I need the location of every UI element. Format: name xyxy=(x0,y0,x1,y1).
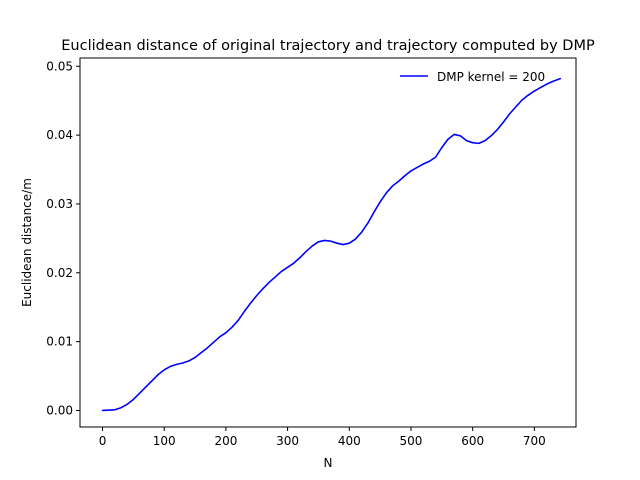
x-tick-label: 700 xyxy=(523,434,546,448)
x-tick-label: 300 xyxy=(276,434,299,448)
x-tick-label: 100 xyxy=(153,434,176,448)
chart-title: Euclidean distance of original trajector… xyxy=(61,38,595,54)
x-tick-label: 400 xyxy=(338,434,361,448)
y-tick-label: 0.02 xyxy=(46,266,73,280)
x-tick-label: 600 xyxy=(461,434,484,448)
x-tick-label: 500 xyxy=(400,434,423,448)
y-tick-label: 0.00 xyxy=(46,403,73,417)
y-tick-label: 0.04 xyxy=(46,128,73,142)
y-tick-label: 0.03 xyxy=(46,197,73,211)
y-axis-ticks: 0.00 0.01 0.02 0.03 0.04 0.05 xyxy=(46,59,80,417)
y-tick-label: 0.05 xyxy=(46,59,73,73)
plot-area: 0 100 200 300 400 500 600 700 0.000.010.020.030… xyxy=(46,57,577,448)
x-axis-label: N xyxy=(324,456,333,470)
series-line-0 xyxy=(101,77,562,412)
legend-label: DMP kernel = 200 xyxy=(437,70,545,84)
y-tick-label: 0.01 xyxy=(46,335,73,349)
x-axis-ticks: 0 100 200 300 400 500 600 700 xyxy=(99,427,546,448)
legend: DMP kernel = 200 xyxy=(400,70,545,84)
x-tick-label: 200 xyxy=(214,434,237,448)
y-axis-label: Euclidean distance/m xyxy=(20,178,34,307)
series-group xyxy=(101,77,562,412)
axes-frame xyxy=(79,57,577,428)
x-tick-label: 0 xyxy=(99,434,107,448)
